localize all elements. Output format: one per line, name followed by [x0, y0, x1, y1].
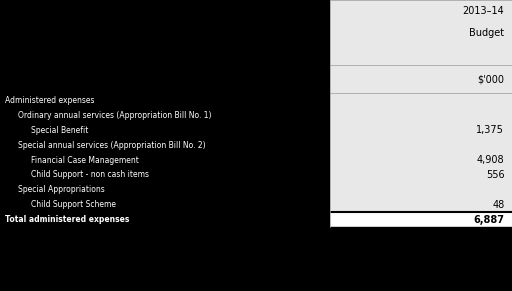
Bar — [0, 123, 330, 138]
Bar — [330, 138, 512, 152]
Bar — [0, 138, 330, 152]
Text: Ordinary annual services (Appropriation Bill No. 1): Ordinary annual services (Appropriation … — [18, 111, 211, 120]
Bar — [330, 93, 512, 108]
Text: Administered expenses: Administered expenses — [5, 96, 95, 105]
Bar — [330, 168, 512, 182]
Bar — [0, 197, 330, 212]
Text: Child Support - non cash items: Child Support - non cash items — [31, 171, 148, 180]
Bar — [0, 93, 330, 108]
Text: $'000: $'000 — [477, 74, 504, 84]
Text: Special Benefit: Special Benefit — [31, 126, 88, 135]
Bar — [330, 123, 512, 138]
Text: Special Appropriations: Special Appropriations — [18, 185, 104, 194]
Bar — [0, 65, 330, 93]
Text: 2013–14: 2013–14 — [462, 6, 504, 16]
Bar — [0, 0, 330, 65]
Bar — [330, 212, 512, 227]
Bar — [330, 152, 512, 168]
Bar — [0, 152, 330, 168]
Text: Budget: Budget — [469, 28, 504, 38]
Bar — [330, 65, 512, 93]
Text: Child Support Scheme: Child Support Scheme — [31, 200, 116, 209]
Bar — [330, 108, 512, 123]
Text: 1,375: 1,375 — [477, 125, 504, 135]
Bar — [0, 182, 330, 197]
Text: Special annual services (Appropriation Bill No. 2): Special annual services (Appropriation B… — [18, 141, 205, 150]
Bar — [0, 212, 330, 227]
Bar — [330, 0, 512, 65]
Text: Total administered expenses: Total administered expenses — [5, 215, 130, 224]
Bar — [0, 108, 330, 123]
Text: 48: 48 — [492, 200, 504, 210]
Bar — [330, 182, 512, 197]
Text: 6,887: 6,887 — [473, 214, 504, 225]
Text: 556: 556 — [486, 170, 504, 180]
Text: Financial Case Management: Financial Case Management — [31, 156, 139, 164]
Bar — [330, 197, 512, 212]
Text: 4,908: 4,908 — [477, 155, 504, 165]
Bar — [0, 168, 330, 182]
